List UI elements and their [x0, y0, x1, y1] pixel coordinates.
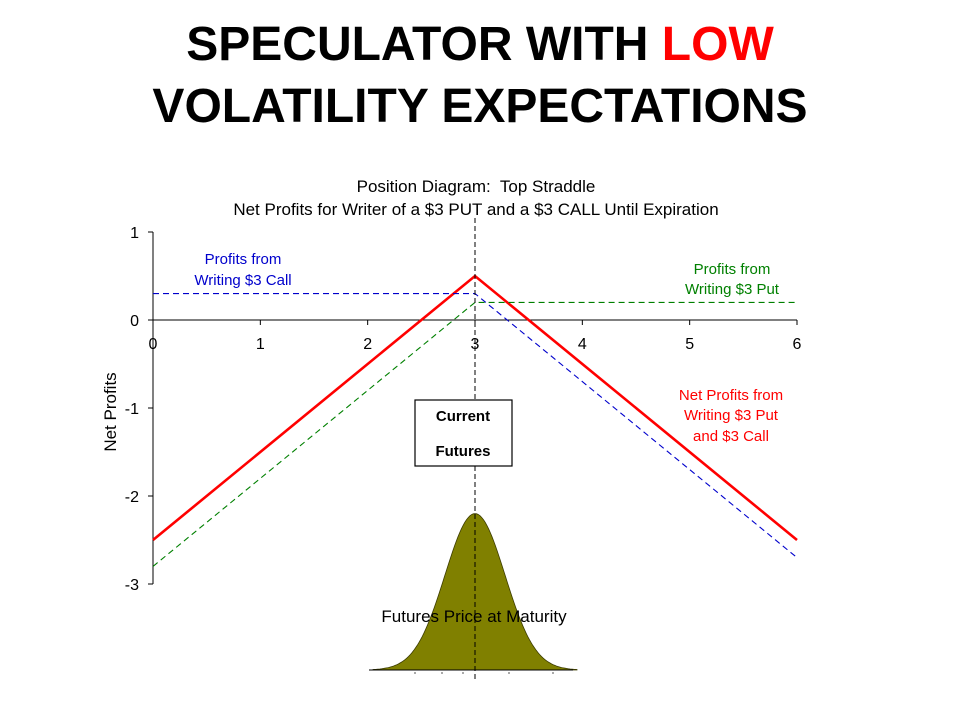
- net-annotation-line2: Writing $3 Put: [684, 407, 779, 424]
- y-tick-label: -2: [125, 489, 139, 506]
- chart-subtitle: Net Profits for Writer of a $3 PUT and a…: [233, 200, 718, 219]
- put-annotation-line1: Profits from: [694, 261, 771, 278]
- title-line-1-text: SPECULATOR WITH: [186, 18, 662, 71]
- net-annotation-line1: Net Profits from: [679, 387, 783, 404]
- distribution-group: Futures Price at Maturity: [369, 513, 578, 674]
- current-futures-line1: Current: [436, 408, 490, 425]
- y-tick-label: 0: [130, 313, 139, 330]
- put-annotation-line2: Writing $3 Put: [685, 281, 780, 298]
- series-group: [152, 218, 798, 680]
- title-line-2: VOLATILITY EXPECTATIONS: [152, 80, 808, 133]
- distribution-curve: [372, 513, 578, 671]
- net-annotation-line3: and $3 Call: [693, 428, 769, 445]
- x-tick-label: 0: [149, 336, 158, 353]
- y-tick-label: -1: [125, 401, 139, 418]
- x-tick-label: 3: [471, 336, 480, 353]
- y-tick-label: -3: [125, 577, 139, 594]
- current-futures-line2: Futures: [435, 443, 490, 460]
- axes-group: 1 0 -1 -2 -3 0 1 2 3 4 5 6: [125, 225, 802, 594]
- y-tick-label: 1: [130, 225, 139, 242]
- call-annotation-line1: Profits from: [205, 251, 282, 268]
- chart-title: Position Diagram: Top Straddle: [357, 177, 596, 196]
- x-tick-label: 1: [256, 336, 265, 353]
- y-axis-label: Net Profits: [101, 372, 120, 451]
- x-tick-label: 6: [793, 336, 802, 353]
- x-tick-label: 4: [578, 336, 587, 353]
- distribution-label: Futures Price at Maturity: [381, 607, 567, 626]
- current-futures-box: [414, 399, 513, 467]
- x-tick-label: 2: [363, 336, 372, 353]
- call-annotation-line2: Writing $3 Call: [194, 272, 291, 289]
- x-tick-label: 5: [685, 336, 694, 353]
- title-line-1: SPECULATOR WITH LOW: [0, 14, 960, 76]
- put-series-line: [152, 301, 797, 567]
- slide-title: SPECULATOR WITH LOW VOLATILITY EXPECTATI…: [0, 14, 960, 138]
- title-highlight-low: LOW: [661, 18, 774, 71]
